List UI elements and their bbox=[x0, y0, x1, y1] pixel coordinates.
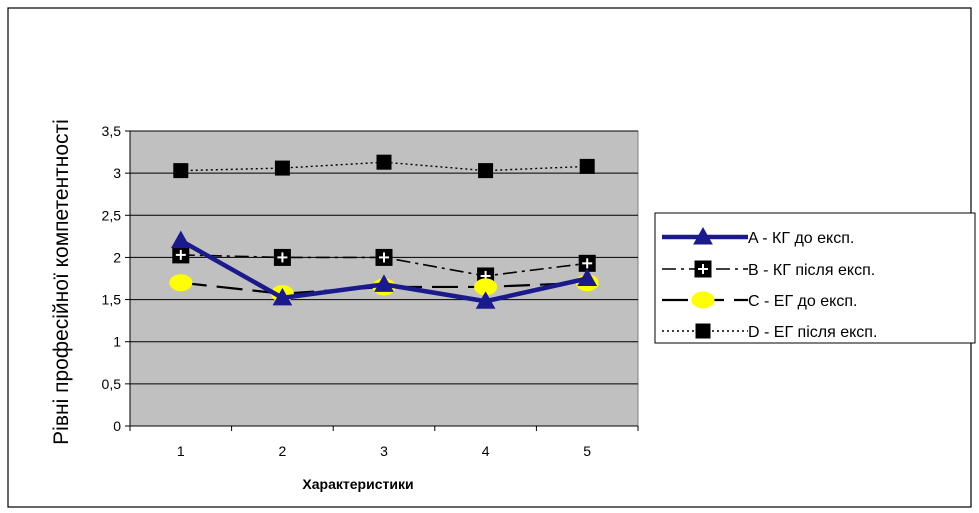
legend: A - КГ до експ. B - КГ після експ. C - ЕГ … bbox=[654, 212, 976, 344]
series-point bbox=[169, 274, 193, 292]
x-tick-label: 3 bbox=[380, 443, 388, 459]
series-point bbox=[577, 268, 598, 286]
y-tick-label: 1 bbox=[113, 334, 121, 350]
series-point bbox=[475, 291, 496, 309]
series-a bbox=[170, 230, 598, 309]
legend-box bbox=[654, 212, 976, 344]
legend-entry: C - ЕГ до експ. bbox=[662, 291, 857, 310]
y-tick-label: 0,5 bbox=[102, 376, 122, 392]
legend-label: A - КГ до експ. bbox=[748, 230, 854, 247]
series-point bbox=[272, 287, 293, 306]
y-tick-label: 2 bbox=[113, 249, 121, 265]
series-d bbox=[173, 154, 595, 179]
legend-label: D - ЕГ після експ. bbox=[748, 324, 877, 341]
legend-marker bbox=[695, 323, 711, 339]
x-axis: 1 2 3 4 5 bbox=[129, 425, 639, 459]
legend-entry: B - КГ після експ. bbox=[662, 260, 875, 279]
legend-entry: D - ЕГ після експ. bbox=[662, 323, 877, 341]
series-point bbox=[376, 154, 392, 170]
legend-marker bbox=[693, 226, 713, 245]
x-axis-title: Характеристики bbox=[302, 476, 413, 492]
series-point bbox=[478, 163, 494, 179]
series-point bbox=[274, 160, 290, 176]
grid-lines bbox=[130, 130, 638, 385]
series-point bbox=[579, 158, 595, 174]
series-point bbox=[173, 163, 189, 179]
series-line bbox=[180, 254, 588, 277]
legend-label: C - ЕГ до експ. bbox=[748, 293, 857, 310]
series-point bbox=[170, 230, 191, 249]
series-point bbox=[374, 274, 394, 292]
y-axis: 0 0,5 1 1,5 2 2,5 3 3,5 bbox=[102, 123, 131, 434]
y-tick-label: 2,5 bbox=[102, 207, 122, 223]
legend-label: B - КГ після експ. bbox=[748, 262, 875, 279]
legend-entry: A - КГ до експ. bbox=[662, 226, 854, 247]
x-tick-label: 2 bbox=[279, 443, 287, 459]
y-axis-title: Рівні професійної компетентності bbox=[50, 119, 73, 445]
legend-marker bbox=[691, 291, 715, 309]
y-tick-label: 0 bbox=[113, 418, 121, 434]
y-tick-label: 3 bbox=[113, 165, 121, 181]
y-tick-label: 1,5 bbox=[102, 292, 122, 308]
x-tick-label: 4 bbox=[482, 443, 490, 459]
y-tick-label: 3,5 bbox=[102, 123, 122, 139]
x-tick-label: 1 bbox=[177, 443, 185, 459]
series-layer bbox=[169, 154, 599, 309]
x-tick-label: 5 bbox=[583, 443, 591, 459]
